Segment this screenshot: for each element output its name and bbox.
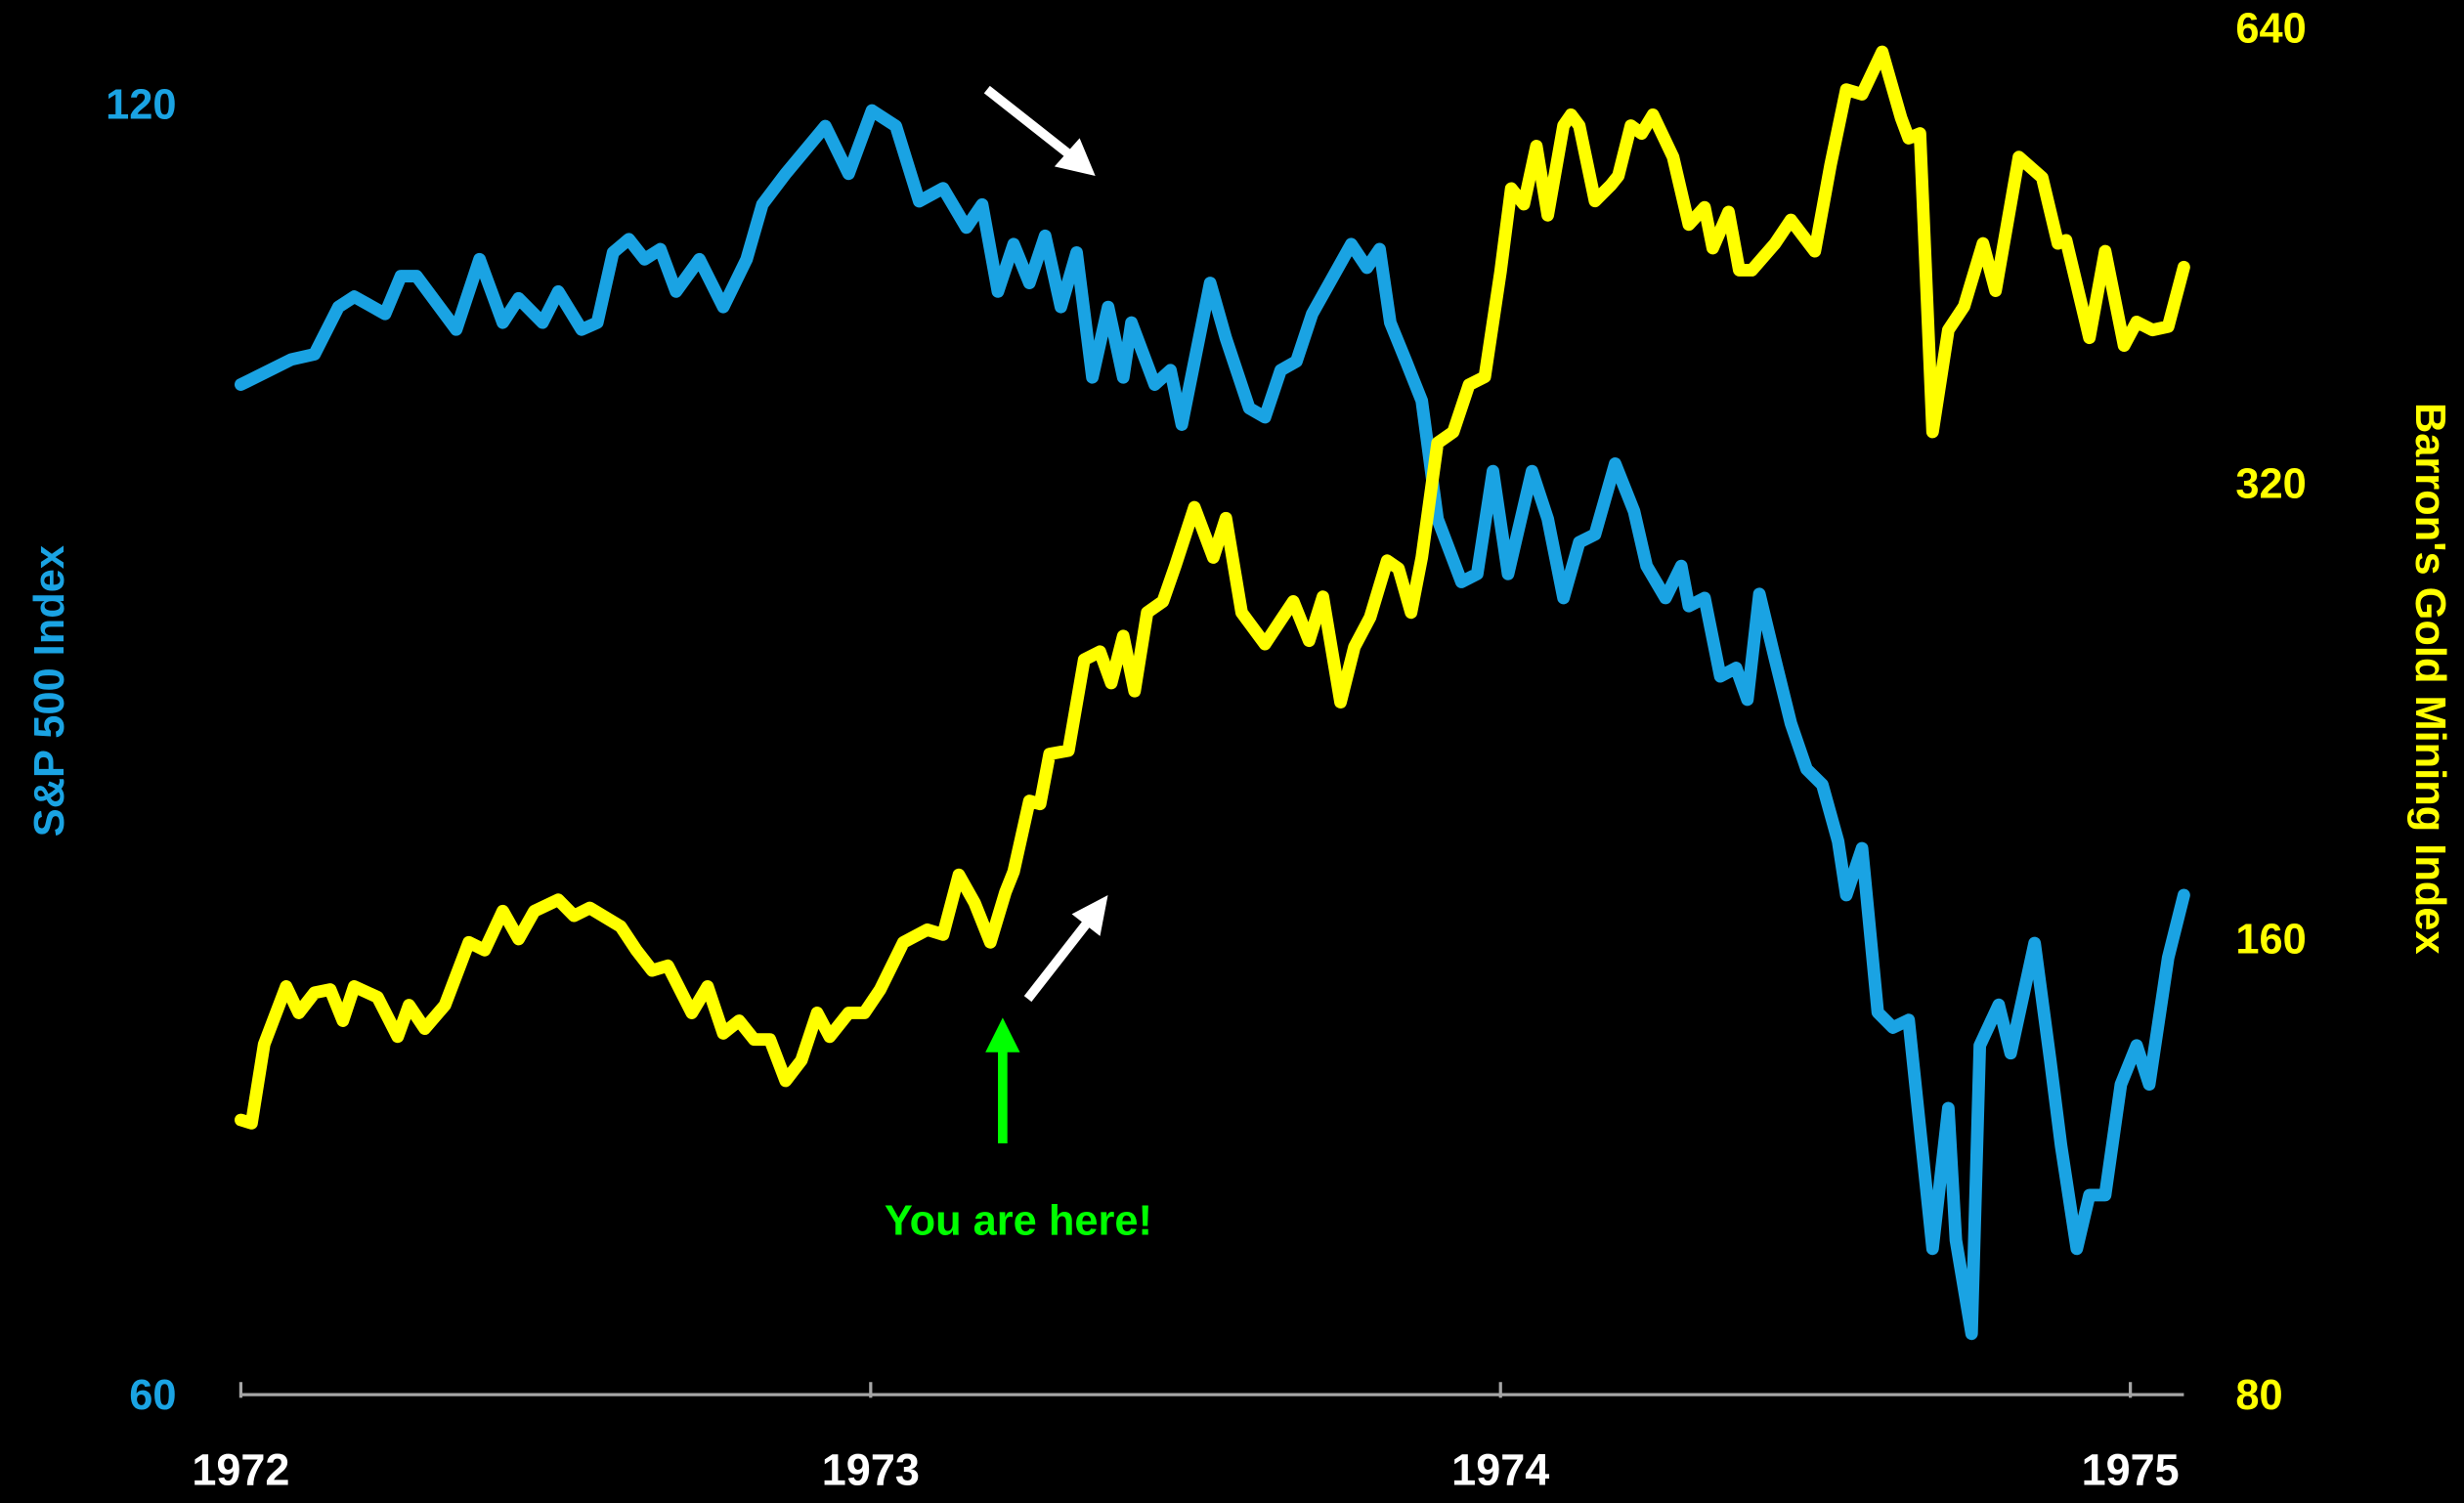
here-arrow bbox=[985, 1017, 1020, 1143]
y2-tick-label: 640 bbox=[2235, 6, 2306, 53]
y2-tick-label: 80 bbox=[2235, 1372, 2282, 1419]
y2-tick-label: 160 bbox=[2235, 917, 2306, 964]
plot-area bbox=[234, 45, 2190, 1341]
y-axis-title: S&P 500 Index bbox=[26, 545, 73, 837]
annotation: You are here! bbox=[885, 1197, 1152, 1244]
y-tick-label: 60 bbox=[129, 1372, 176, 1419]
x-tick-label: 1973 bbox=[822, 1444, 920, 1494]
arrow-up bbox=[1023, 895, 1108, 1003]
y2-tick-label: 320 bbox=[2235, 461, 2306, 508]
arrow-down bbox=[983, 85, 1096, 176]
y-tick-label: 120 bbox=[106, 81, 176, 128]
y2-axis-title: Barron's Gold Mining Index bbox=[2406, 403, 2453, 955]
x-tick-label: 1974 bbox=[1451, 1444, 1549, 1494]
series-line bbox=[234, 45, 2190, 1130]
x-tick-label: 1972 bbox=[192, 1444, 289, 1494]
series-line bbox=[234, 104, 2190, 1341]
x-tick-label: 1975 bbox=[2082, 1444, 2180, 1494]
